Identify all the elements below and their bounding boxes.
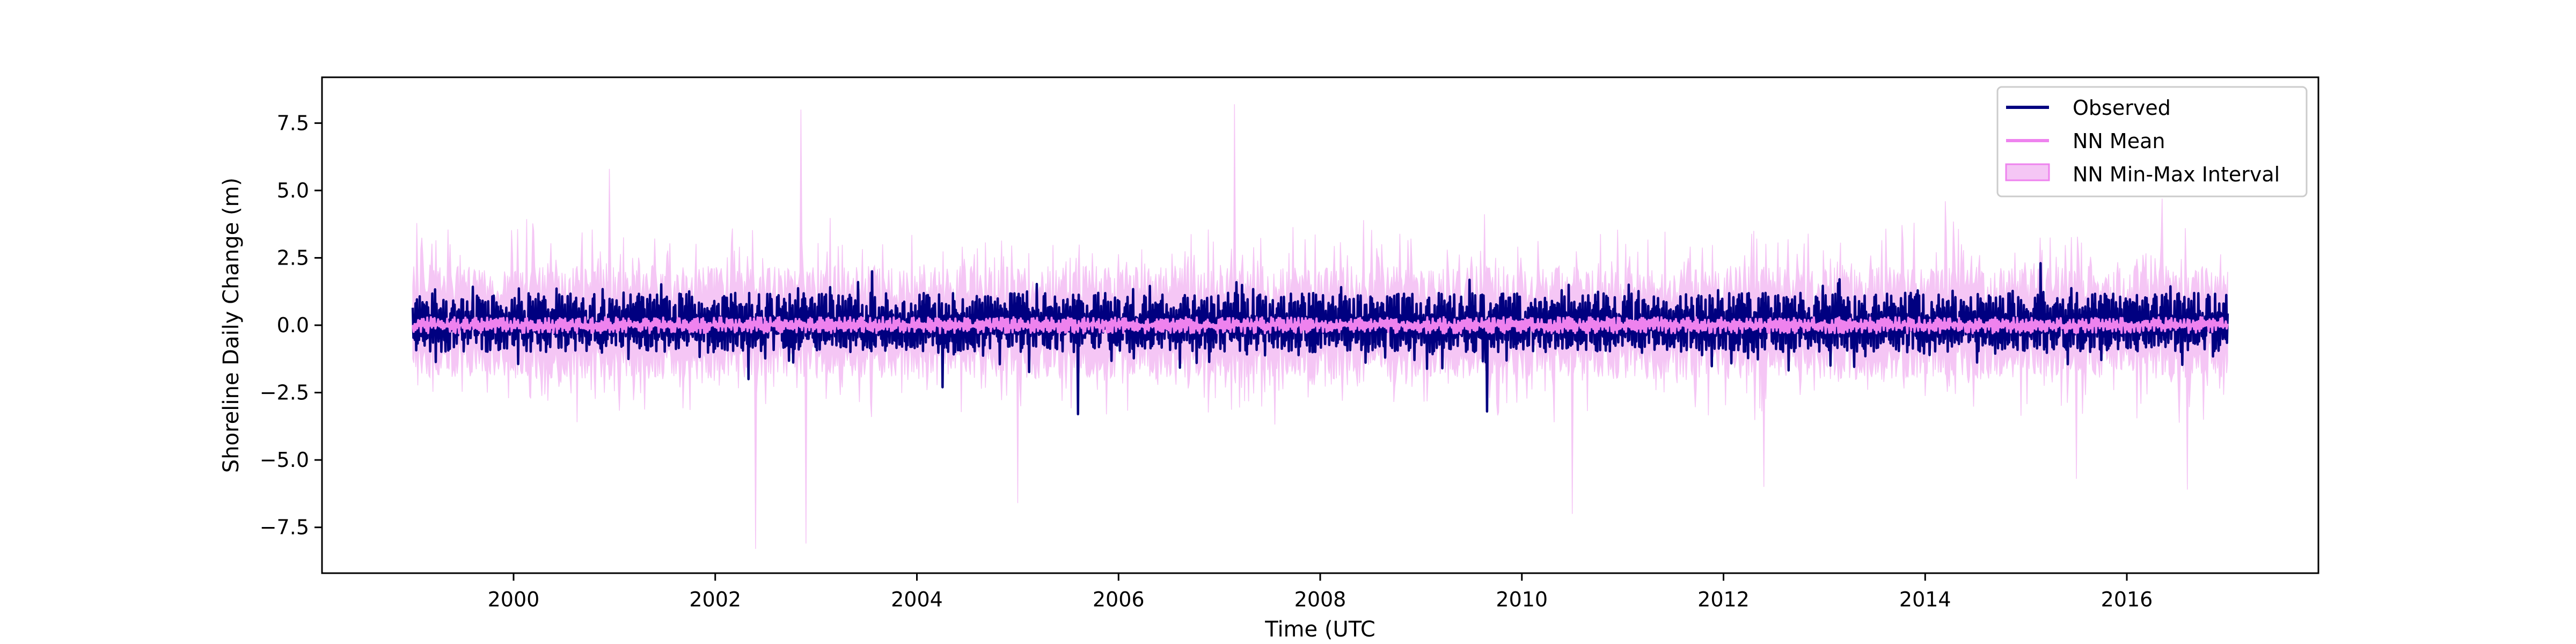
x-tick-label: 2010 — [1496, 588, 1548, 611]
legend-box — [1996, 86, 2308, 197]
x-tick-label: 2006 — [1093, 588, 1145, 611]
x-tick-label: 2002 — [689, 588, 741, 611]
x-axis-ticks: 2000 2002 2004 2006 2008 2010 2012 2014 2016 — [488, 573, 2153, 611]
y-tick-label: −5.0 — [260, 448, 309, 472]
x-tick-label: 2004 — [891, 588, 943, 611]
x-tick-label: 2014 — [1899, 588, 1951, 611]
x-tick-label: 2000 — [488, 588, 540, 611]
x-tick-label: 2008 — [1294, 588, 1346, 611]
legend: Observed NN Mean NN Min-Max Interval — [1996, 86, 2308, 197]
legend-label-observed: Observed — [2073, 96, 2171, 120]
y-tick-label: 2.5 — [277, 246, 309, 269]
legend-label-nn-mean: NN Mean — [2073, 129, 2165, 153]
x-tick-label: 2016 — [2101, 588, 2153, 611]
y-tick-label: −2.5 — [260, 381, 309, 405]
x-tick-label: 2012 — [1697, 588, 1750, 611]
nn-mean-line — [412, 316, 2229, 334]
y-tick-label: 0.0 — [277, 313, 309, 337]
y-tick-label: −7.5 — [260, 516, 309, 539]
y-tick-label: 7.5 — [277, 111, 309, 135]
y-axis-ticks: −7.5 −5.0 −2.5 0.0 2.5 5.0 7.5 — [260, 111, 322, 539]
nn-mean-series-line — [412, 316, 2229, 334]
legend-label-nn-min-max-interval: NN Min-Max Interval — [2073, 163, 2280, 186]
legend-swatch-nn-min-max-interval — [2005, 163, 2050, 181]
y-tick-label: 5.0 — [277, 179, 309, 202]
x-axis-label: Time (UTC — [1264, 617, 1375, 642]
y-axis-label: Shoreline Daily Change (m) — [219, 178, 244, 473]
